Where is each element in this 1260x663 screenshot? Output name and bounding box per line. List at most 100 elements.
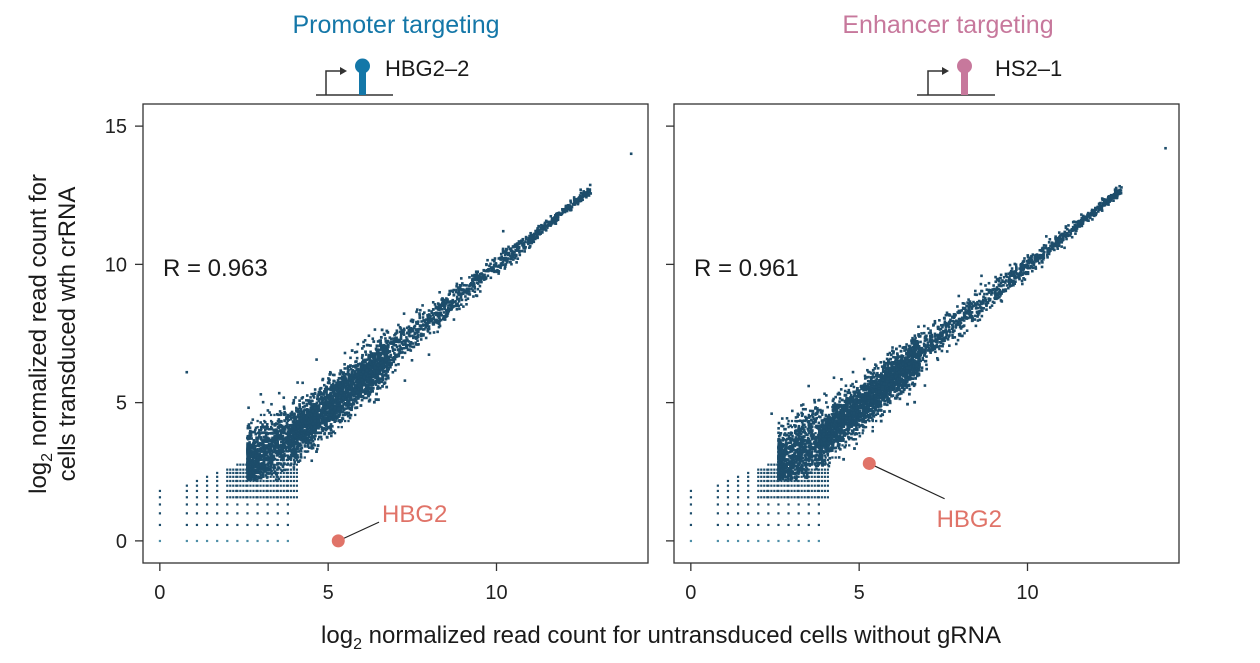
scatter-point xyxy=(277,391,281,395)
scatter-point xyxy=(282,463,285,466)
scatter-point xyxy=(360,366,363,370)
scatter-point xyxy=(226,539,229,543)
scatter-point xyxy=(226,471,229,475)
scatter-point xyxy=(412,335,416,339)
scatter-point xyxy=(259,456,263,459)
scatter-point xyxy=(319,402,323,406)
scatter-point xyxy=(362,383,366,387)
scatter-point xyxy=(303,456,306,459)
scatter-point xyxy=(415,310,418,314)
scatter-point xyxy=(447,293,451,296)
scatter-point xyxy=(302,401,305,405)
scatter-point xyxy=(260,427,263,431)
scatter-point xyxy=(540,226,543,230)
scatter-point xyxy=(271,444,275,448)
scatter-point xyxy=(581,195,585,198)
scatter-point xyxy=(343,391,347,394)
scatter-point xyxy=(270,470,273,473)
scatter-point xyxy=(311,435,315,439)
scatter-point xyxy=(475,272,478,276)
scatter-point xyxy=(855,442,858,446)
scatter-point xyxy=(292,398,296,402)
scatter-point xyxy=(264,451,267,455)
scatter-point xyxy=(239,484,242,487)
scatter-point xyxy=(378,354,382,358)
scatter-point xyxy=(286,442,289,445)
scatter-point xyxy=(349,376,353,380)
scatter-point xyxy=(329,423,333,426)
scatter-point xyxy=(458,285,462,289)
scatter-point xyxy=(306,432,310,436)
scatter-point xyxy=(340,370,343,374)
scatter-point xyxy=(330,395,334,399)
scatter-point xyxy=(473,290,477,294)
scatter-point xyxy=(500,257,504,261)
scatter-point xyxy=(350,404,354,408)
scatter-point xyxy=(271,443,274,446)
scatter-point xyxy=(248,426,252,430)
scatter-point xyxy=(1023,257,1026,260)
scatter-point xyxy=(279,445,282,449)
scatter-point xyxy=(323,419,327,423)
scatter-point xyxy=(461,282,464,285)
scatter-point xyxy=(326,393,330,397)
scatter-point xyxy=(355,364,359,368)
scatter-point xyxy=(232,489,235,493)
scatter-point xyxy=(354,380,358,384)
scatter-point xyxy=(344,413,347,417)
scatter-point xyxy=(276,475,279,478)
scatter-point xyxy=(269,425,273,429)
scatter-point xyxy=(254,460,257,464)
scatter-point xyxy=(442,311,446,314)
scatter-point xyxy=(359,372,363,376)
scatter-point xyxy=(292,463,295,466)
scatter-point xyxy=(276,512,279,515)
scatter-point xyxy=(247,466,250,469)
scatter-point xyxy=(309,406,313,410)
scatter-point xyxy=(269,489,272,493)
scatter-point xyxy=(561,209,565,213)
scatter-point xyxy=(393,340,397,344)
scatter-point xyxy=(382,370,385,374)
scatter-point xyxy=(249,468,252,471)
scatter-point xyxy=(379,351,383,355)
scatter-point xyxy=(348,413,352,417)
scatter-point xyxy=(385,357,389,361)
scatter-point xyxy=(246,523,249,527)
scatter-point xyxy=(270,421,274,424)
scatter-point xyxy=(331,425,334,428)
scatter-point xyxy=(259,429,263,432)
scatter-point xyxy=(252,469,256,473)
scatter-point xyxy=(365,358,369,362)
scatter-point xyxy=(781,424,785,428)
scatter-point xyxy=(285,416,288,419)
scatter-point xyxy=(276,503,279,506)
scatter-point xyxy=(355,406,359,410)
scatter-point xyxy=(313,406,317,410)
scatter-point xyxy=(451,301,454,305)
scatter-point xyxy=(501,248,505,252)
scatter-point xyxy=(517,240,521,243)
scatter-point xyxy=(316,423,320,427)
scatter-point xyxy=(380,356,383,360)
scatter-point xyxy=(286,503,289,506)
scatter-point xyxy=(239,468,242,471)
scatter-point xyxy=(246,496,249,499)
scatter-point xyxy=(372,340,376,343)
scatter-point xyxy=(269,413,273,417)
scatter-point xyxy=(308,430,312,434)
scatter-point xyxy=(255,436,258,439)
scatter-point xyxy=(367,334,371,338)
scatter-point xyxy=(335,416,339,420)
scatter-point xyxy=(326,381,330,385)
scatter-point xyxy=(378,386,382,390)
outlier-point xyxy=(569,199,572,203)
scatter-point xyxy=(287,457,291,461)
scatter-point xyxy=(456,292,460,295)
scatter-point xyxy=(368,360,372,364)
scatter-point xyxy=(306,450,310,453)
scatter-point xyxy=(368,374,372,377)
scatter-point xyxy=(392,343,395,346)
scatter-point xyxy=(532,234,536,237)
scatter-point xyxy=(286,450,289,453)
